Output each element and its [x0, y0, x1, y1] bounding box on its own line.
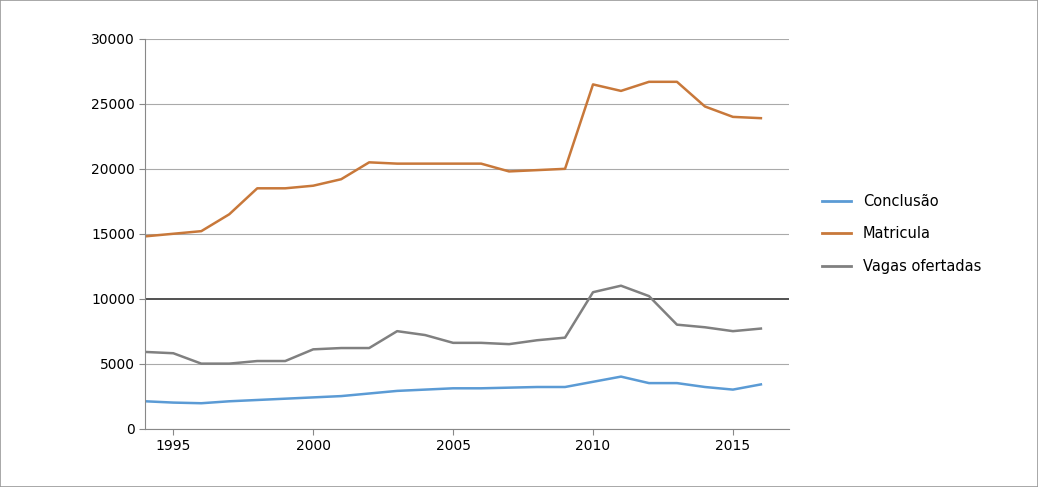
Matricula [614, 88, 627, 94]
Vagas ofertadas [391, 328, 404, 334]
Vagas ofertadas [251, 358, 264, 364]
Vagas ofertadas [671, 322, 683, 328]
Vagas ofertadas [307, 346, 320, 352]
Matricula [558, 166, 571, 172]
Matricula [279, 186, 292, 191]
Vagas ofertadas [699, 324, 711, 330]
Matricula [643, 79, 655, 85]
Vagas ofertadas [139, 349, 152, 355]
Matricula [671, 79, 683, 85]
Conclusão [251, 397, 264, 403]
Matricula [195, 228, 208, 234]
Conclusão [279, 396, 292, 402]
Line: Conclusão: Conclusão [145, 376, 761, 403]
Conclusão [586, 379, 599, 385]
Conclusão [335, 393, 348, 399]
Conclusão [167, 400, 180, 406]
Vagas ofertadas [502, 341, 515, 347]
Vagas ofertadas [419, 332, 432, 338]
Conclusão [614, 374, 627, 379]
Vagas ofertadas [363, 345, 376, 351]
Vagas ofertadas [223, 361, 236, 367]
Matricula [755, 115, 767, 121]
Conclusão [139, 398, 152, 404]
Matricula [727, 114, 739, 120]
Matricula [447, 161, 460, 167]
Matricula [502, 169, 515, 174]
Matricula [335, 176, 348, 182]
Matricula [139, 233, 152, 239]
Legend: Conclusão, Matricula, Vagas ofertadas: Conclusão, Matricula, Vagas ofertadas [822, 194, 981, 274]
Conclusão [727, 387, 739, 393]
Conclusão [699, 384, 711, 390]
Matricula [586, 81, 599, 87]
Matricula [307, 183, 320, 188]
Conclusão [474, 385, 487, 391]
Vagas ofertadas [586, 289, 599, 295]
Matricula [391, 161, 404, 167]
Conclusão [363, 391, 376, 396]
Vagas ofertadas [167, 350, 180, 356]
Conclusão [419, 387, 432, 393]
Matricula [699, 104, 711, 110]
Vagas ofertadas [558, 335, 571, 340]
Conclusão [223, 398, 236, 404]
Conclusão [530, 384, 543, 390]
Conclusão [391, 388, 404, 394]
Matricula [363, 159, 376, 165]
Matricula [167, 231, 180, 237]
Conclusão [671, 380, 683, 386]
Line: Vagas ofertadas: Vagas ofertadas [145, 286, 761, 364]
Conclusão [558, 384, 571, 390]
Conclusão [643, 380, 655, 386]
Matricula [251, 186, 264, 191]
Conclusão [502, 385, 515, 391]
Vagas ofertadas [195, 361, 208, 367]
Vagas ofertadas [530, 337, 543, 343]
Line: Matricula: Matricula [145, 82, 761, 236]
Matricula [223, 211, 236, 217]
Vagas ofertadas [614, 283, 627, 289]
Vagas ofertadas [755, 326, 767, 332]
Vagas ofertadas [727, 328, 739, 334]
Conclusão [307, 394, 320, 400]
Vagas ofertadas [474, 340, 487, 346]
Conclusão [447, 385, 460, 391]
Conclusão [195, 400, 208, 406]
Matricula [419, 161, 432, 167]
Vagas ofertadas [279, 358, 292, 364]
Conclusão [755, 381, 767, 387]
Matricula [474, 161, 487, 167]
Vagas ofertadas [447, 340, 460, 346]
Vagas ofertadas [335, 345, 348, 351]
Matricula [530, 167, 543, 173]
Vagas ofertadas [643, 293, 655, 299]
